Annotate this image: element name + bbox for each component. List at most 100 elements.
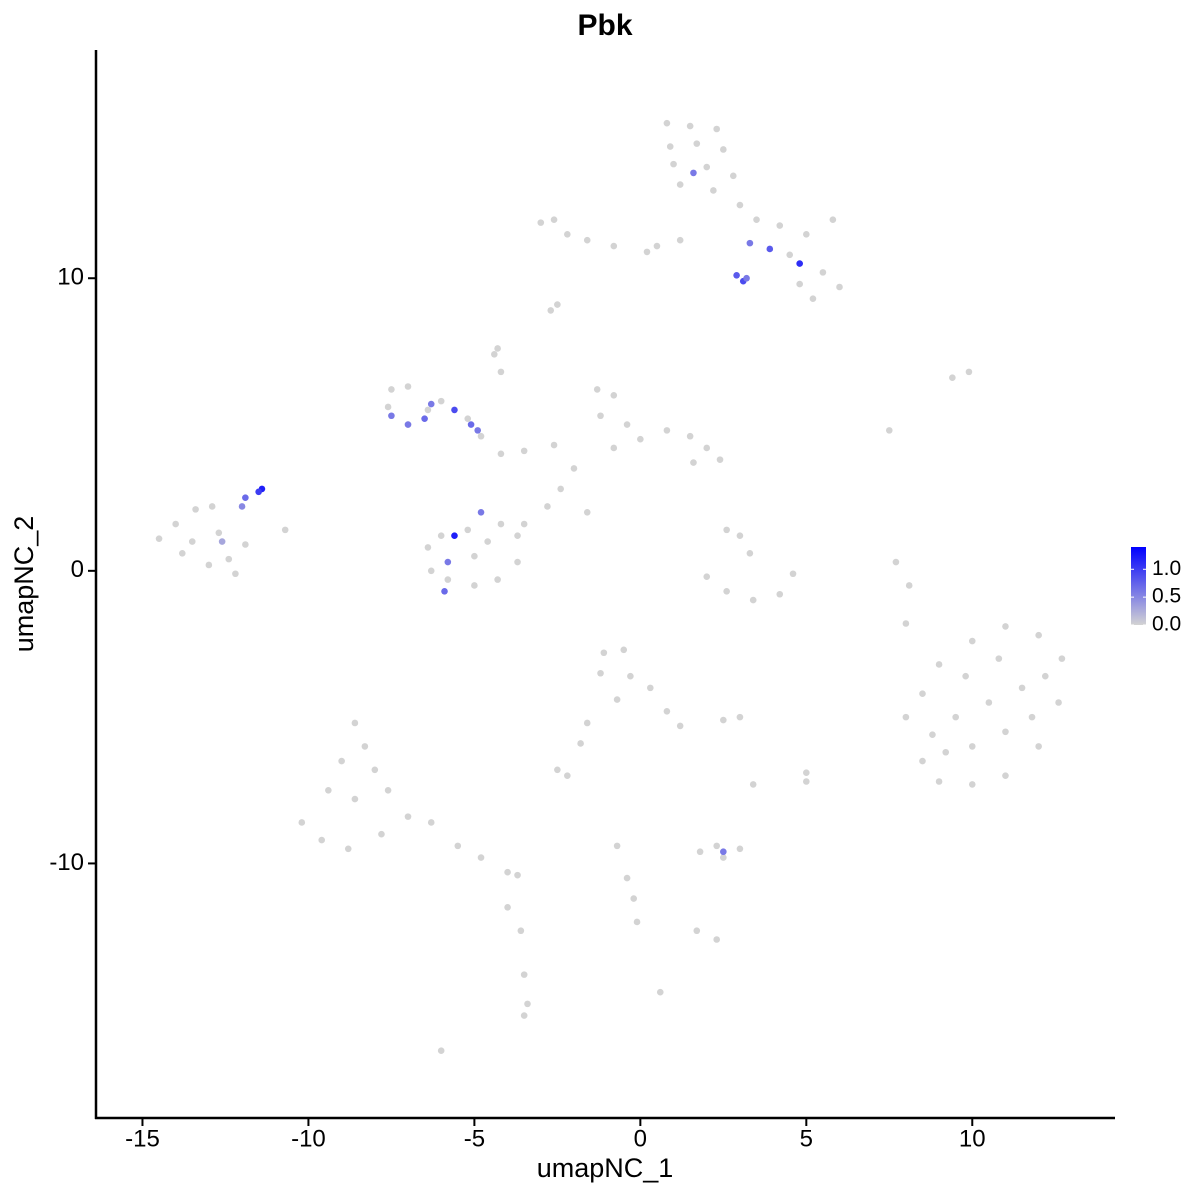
point bbox=[188, 538, 196, 545]
point bbox=[218, 538, 226, 545]
point bbox=[613, 842, 621, 850]
point bbox=[693, 927, 701, 935]
point bbox=[494, 576, 501, 583]
point bbox=[474, 427, 482, 434]
point bbox=[942, 748, 950, 756]
point bbox=[471, 552, 478, 560]
point bbox=[583, 236, 591, 244]
point bbox=[723, 588, 730, 595]
point bbox=[962, 672, 969, 680]
point bbox=[1002, 623, 1009, 630]
point bbox=[796, 280, 803, 288]
point bbox=[1028, 713, 1036, 721]
point bbox=[713, 125, 720, 133]
point bbox=[388, 386, 395, 393]
point bbox=[743, 274, 750, 282]
point bbox=[829, 216, 837, 224]
point bbox=[338, 757, 345, 765]
point bbox=[1058, 655, 1066, 662]
point bbox=[776, 590, 784, 598]
x-axis-title: umapNC_1 bbox=[537, 1153, 674, 1183]
point bbox=[885, 427, 893, 434]
point bbox=[703, 163, 711, 171]
point bbox=[720, 854, 727, 861]
point bbox=[384, 786, 392, 794]
point bbox=[686, 122, 694, 130]
point bbox=[597, 669, 604, 677]
point bbox=[733, 272, 740, 279]
point bbox=[786, 251, 794, 259]
point bbox=[720, 848, 727, 856]
point bbox=[554, 766, 561, 774]
point bbox=[537, 219, 545, 226]
point bbox=[504, 868, 511, 876]
point bbox=[716, 456, 724, 463]
point bbox=[281, 526, 289, 534]
point bbox=[610, 444, 618, 452]
point bbox=[520, 971, 528, 978]
point bbox=[892, 558, 900, 566]
point bbox=[550, 441, 558, 449]
point bbox=[504, 904, 511, 911]
point bbox=[361, 743, 369, 750]
point bbox=[424, 544, 432, 551]
point bbox=[497, 450, 505, 458]
colorbar bbox=[1131, 547, 1146, 625]
point bbox=[441, 588, 448, 595]
point bbox=[583, 719, 591, 727]
point bbox=[627, 672, 634, 680]
point bbox=[803, 769, 810, 777]
point bbox=[421, 415, 428, 422]
point bbox=[464, 415, 472, 422]
point bbox=[749, 781, 757, 788]
chart-title: Pbk bbox=[577, 9, 632, 42]
point bbox=[713, 936, 720, 943]
point bbox=[427, 400, 435, 408]
point bbox=[205, 561, 213, 569]
point bbox=[451, 406, 458, 414]
point bbox=[242, 541, 249, 548]
point bbox=[729, 172, 737, 180]
point bbox=[491, 351, 498, 358]
point bbox=[325, 786, 332, 794]
point bbox=[753, 216, 760, 224]
x-tick-label: -5 bbox=[464, 1125, 485, 1152]
point bbox=[1035, 743, 1042, 750]
point bbox=[544, 503, 551, 510]
point bbox=[494, 345, 501, 352]
point bbox=[564, 231, 571, 238]
point bbox=[630, 895, 638, 902]
point bbox=[444, 576, 452, 583]
point bbox=[656, 988, 664, 996]
point bbox=[663, 707, 671, 715]
point bbox=[427, 567, 435, 575]
point bbox=[351, 719, 359, 727]
point bbox=[796, 260, 803, 267]
point bbox=[952, 713, 959, 721]
point bbox=[905, 582, 913, 589]
point bbox=[384, 403, 392, 411]
point bbox=[255, 488, 262, 496]
point bbox=[965, 368, 973, 376]
point bbox=[388, 412, 395, 420]
point bbox=[902, 713, 910, 721]
point bbox=[803, 231, 810, 238]
point bbox=[610, 391, 618, 399]
point bbox=[514, 532, 521, 540]
point bbox=[766, 245, 774, 253]
point bbox=[985, 699, 993, 706]
point bbox=[676, 236, 684, 244]
point bbox=[437, 532, 445, 540]
point bbox=[736, 713, 744, 721]
point bbox=[623, 421, 631, 428]
point bbox=[935, 778, 943, 785]
colorbar-label: 0.5 bbox=[1152, 585, 1181, 608]
point bbox=[696, 848, 704, 856]
point bbox=[547, 307, 555, 314]
y-axis-title: umapNC_2 bbox=[9, 516, 39, 653]
point bbox=[242, 494, 249, 501]
point bbox=[520, 520, 528, 528]
point bbox=[720, 716, 727, 724]
point bbox=[643, 248, 651, 256]
